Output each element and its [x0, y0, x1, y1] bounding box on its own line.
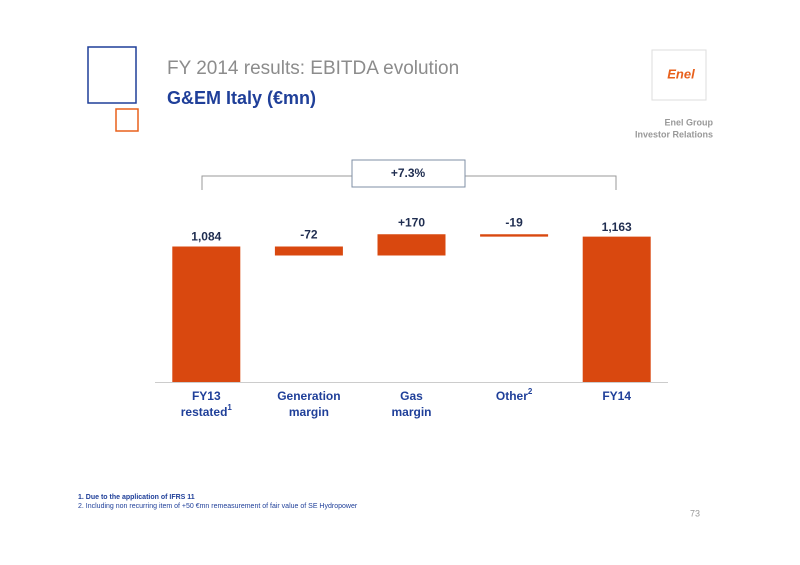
title: FY 2014 results: EBITDA evolution — [167, 58, 459, 79]
value-label: -19 — [505, 215, 523, 229]
deco-square — [87, 46, 137, 104]
category-line: margin — [289, 405, 329, 419]
value-label: 1,084 — [191, 230, 221, 244]
x-tick-label: FY14 — [602, 389, 631, 403]
x-tick-label: FY13 — [192, 389, 221, 403]
x-tick-label: margin — [391, 405, 431, 419]
brand-line: Enel Group — [664, 117, 713, 127]
bar — [582, 236, 651, 382]
value-label: -72 — [300, 228, 318, 242]
x-tick-label: Other2 — [496, 387, 533, 403]
value-label: 1,163 — [602, 220, 632, 234]
deco-square — [115, 108, 139, 132]
bar — [377, 234, 446, 256]
category-line: FY14 — [602, 389, 631, 403]
page-number: 73 — [690, 508, 700, 518]
x-tick-label: Generation — [277, 389, 340, 403]
brand-line: Investor Relations — [635, 129, 713, 139]
footnote-mark: 2 — [528, 387, 533, 396]
footnote: 1. Due to the application of IFRS 11 — [78, 494, 195, 501]
logo-box — [651, 49, 707, 101]
category-line: margin — [391, 405, 431, 419]
category-line: FY13 — [192, 389, 221, 403]
logo: Enel — [667, 66, 695, 81]
bar — [172, 246, 241, 382]
annotation: +7.3% — [391, 166, 426, 180]
category-line: restated — [181, 405, 228, 419]
annotation-box — [351, 159, 466, 188]
x-tick-label: margin — [289, 405, 329, 419]
bar — [480, 234, 549, 237]
x-tick-label: restated1 — [181, 403, 233, 419]
bar — [274, 246, 343, 256]
footnote-mark: 1 — [227, 403, 232, 412]
category-line: Other — [496, 389, 528, 403]
subtitle: G&EM Italy (€mn) — [167, 88, 316, 108]
footnote: 2. Including non recurring item of +50 €… — [78, 503, 358, 510]
category-line: Generation — [277, 389, 340, 403]
x-tick-label: Gas — [400, 389, 423, 403]
category-line: Gas — [400, 389, 423, 403]
value-label: +170 — [398, 215, 425, 229]
